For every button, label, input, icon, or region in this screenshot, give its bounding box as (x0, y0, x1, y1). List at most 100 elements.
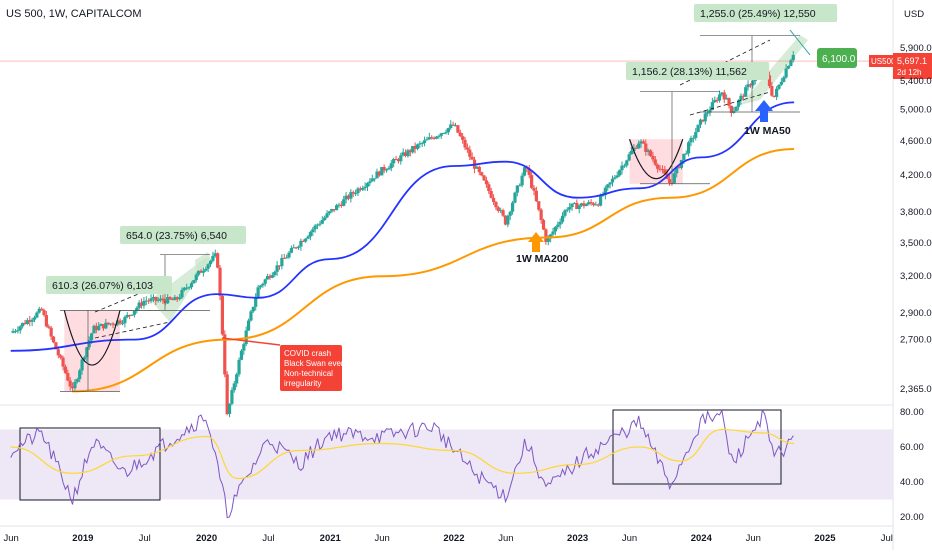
candle-body (139, 302, 144, 306)
candle-body (151, 297, 156, 299)
candle-body (211, 255, 215, 261)
candle-body (489, 191, 493, 198)
candle-body (491, 197, 496, 202)
candle-body (496, 207, 500, 211)
cup-curve-2018 (63, 310, 121, 366)
candle-body (18, 326, 22, 331)
chart-title: US 500, 1W, CAPITALCOM (6, 8, 142, 20)
candle-body (722, 92, 726, 100)
candle-body (189, 283, 194, 288)
candle-body (534, 190, 538, 202)
candle-body (285, 257, 289, 259)
rsi-band (0, 429, 893, 500)
time-tick-label: 2024 (691, 533, 713, 544)
candle-body (192, 280, 196, 284)
candle-body (672, 173, 676, 184)
candle-body (365, 183, 370, 187)
candle-body (13, 330, 18, 332)
candle-body (413, 146, 417, 149)
rally-label-4-bg (694, 4, 838, 22)
candle-body (629, 150, 634, 155)
candle-body (177, 297, 182, 300)
candle-body (180, 289, 184, 298)
candle-body (356, 188, 360, 194)
candle-body (54, 342, 58, 350)
candle-body (258, 285, 263, 288)
candle-body (610, 178, 615, 183)
rally-box-2024 (740, 35, 808, 105)
candle-body (166, 297, 170, 304)
rally-label-2: 654.0 (23.75%) 6,540 (126, 230, 227, 242)
candle-body (775, 88, 779, 97)
rsi-box-2024 (612, 409, 782, 485)
candle-body (349, 192, 353, 199)
candle-body (235, 374, 239, 384)
candle-body (80, 359, 84, 371)
candle-body (194, 274, 198, 281)
candle-body (223, 334, 227, 375)
candle-body (515, 185, 519, 193)
candle-body (734, 106, 738, 112)
candle-body (187, 287, 191, 289)
candle-body (427, 137, 431, 140)
candle-body (468, 149, 472, 157)
candle-body (786, 66, 791, 69)
candle-body (249, 311, 253, 321)
candle-body (396, 159, 401, 162)
candle-body (499, 210, 503, 212)
candle-body (63, 366, 68, 373)
candle-body (560, 215, 565, 222)
candle-body (197, 270, 201, 275)
time-tick-label: Jul (881, 533, 893, 544)
symbol-tag: US500 (871, 57, 896, 66)
candle-body (351, 192, 355, 194)
candle-body (199, 270, 203, 273)
price-tick-label: 2,700.0 (900, 335, 932, 346)
candle-body (296, 246, 301, 248)
current-price-countdown: 2d 12h (897, 68, 921, 77)
candle-body (273, 271, 277, 276)
candle-body (772, 95, 776, 97)
candle-body (658, 168, 662, 170)
candle-body (487, 184, 491, 192)
candle-body (73, 381, 77, 389)
candle-body (237, 359, 241, 375)
candle-body (225, 374, 229, 415)
candle-body (16, 330, 20, 332)
candle-body (677, 166, 681, 168)
rsi-ma-line (10, 428, 795, 480)
candle-body (461, 136, 465, 140)
candle-body (527, 168, 531, 176)
candle-body (641, 141, 646, 144)
candle-body (337, 204, 341, 206)
candle-body (158, 298, 163, 300)
candle-body (342, 199, 346, 206)
candle-body (49, 327, 53, 337)
candle-body (266, 276, 270, 280)
candle-body (508, 211, 512, 216)
candle-body (663, 169, 667, 174)
time-tick-label: 2022 (443, 533, 464, 544)
candle-body (116, 320, 120, 325)
candle-body (401, 152, 405, 156)
candle-body (625, 160, 629, 166)
candle-body (256, 287, 260, 298)
candle-body (315, 224, 320, 226)
candle-body (437, 135, 441, 137)
candle-body (246, 320, 251, 331)
candle-body (411, 146, 415, 153)
candle-body (92, 325, 96, 334)
candle-body (99, 324, 103, 326)
candle-body (170, 299, 175, 301)
price-tick-label: 3,200.0 (900, 271, 932, 282)
candle-body (539, 209, 543, 220)
candle-body (720, 92, 724, 95)
candle-body (375, 171, 379, 179)
candle-body (70, 386, 75, 389)
price-tick-label: 4,200.0 (900, 170, 932, 181)
candle-body (784, 68, 788, 78)
candle-body (408, 150, 412, 153)
candle-body (463, 139, 467, 148)
